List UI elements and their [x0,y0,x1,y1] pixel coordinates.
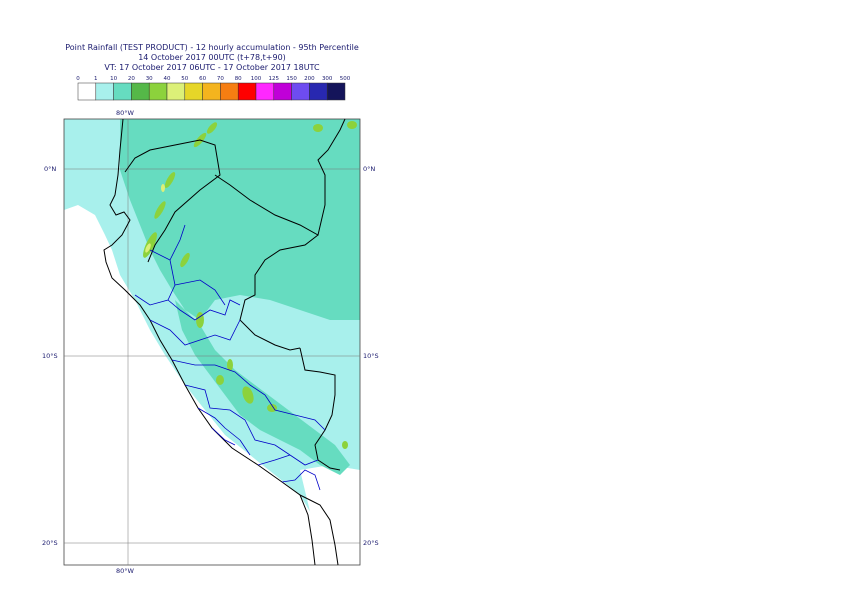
legend-threshold-label: 40 [164,76,171,82]
title-line-1: Point Rainfall (TEST PRODUCT) - 12 hourl… [65,43,359,52]
legend-color-box [326,82,346,101]
legend-threshold-label: 300 [322,76,333,82]
legend-threshold-label: 10 [110,76,117,82]
legend-threshold-label: 50 [181,76,188,82]
lat-label-0-right: 0°N [363,165,375,173]
rain-streaks-30-40 [145,184,165,253]
map-frame [63,118,361,566]
legend-threshold-label: 1 [94,76,98,82]
lat-label-20s-right: 20°S [363,539,379,547]
legend-threshold-label: 150 [286,76,297,82]
legend-threshold-label: 70 [217,76,224,82]
legend-threshold-label: 80 [235,76,242,82]
title-line-3: VT: 17 October 2017 06UTC - 17 October 2… [104,63,320,72]
legend-threshold-label: 20 [128,76,135,82]
legend-threshold-label: 0 [76,76,80,82]
no-rain-area-south [300,465,360,565]
legend-threshold-label: 30 [146,76,153,82]
title-line-2: 14 October 2017 00UTC (t+78,t+90) [138,53,286,62]
lon-label-bottom: 80°W [116,567,135,575]
regional-boundaries [134,224,326,491]
lat-label-20s: 20°S [42,539,58,547]
country-borders [103,118,346,566]
rain-area-10-20-andes [175,300,350,475]
lat-label-10s-right: 10°S [363,352,379,360]
color-legend: 0 1 10 20 30 40 50 60 70 80 100 125 150 200 300 500 [76,76,351,101]
legend-threshold-label: 200 [304,76,315,82]
legend-threshold-label: 100 [251,76,262,82]
graticule [64,119,360,565]
lat-label-10s: 10°S [42,352,58,360]
lat-label-0: 0°N [44,165,56,173]
legend-threshold-label: 125 [269,76,280,82]
legend-threshold-label: 500 [340,76,351,82]
legend-threshold-label: 60 [199,76,206,82]
lon-label-top: 80°W [116,109,135,117]
